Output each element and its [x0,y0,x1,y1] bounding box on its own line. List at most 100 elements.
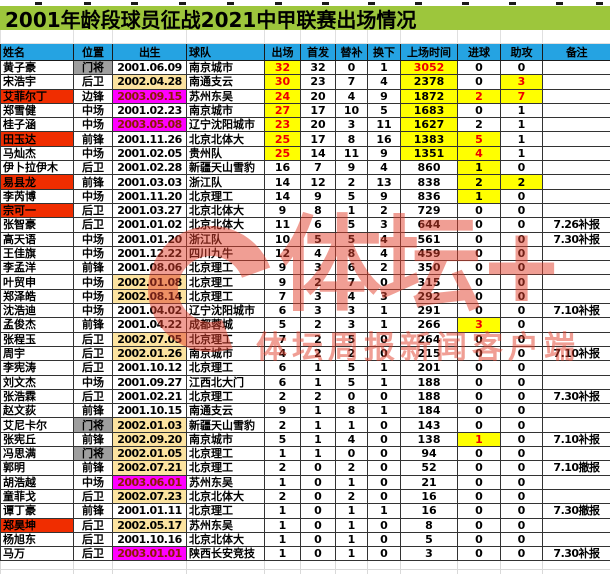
cell-pos[interactable]: 后卫 [73,217,113,233]
cell-sub_in[interactable]: 10 [335,102,368,119]
cell-pos[interactable]: 后卫 [73,388,113,405]
cell-team[interactable]: 北京北体大 [186,202,265,219]
cell-assists[interactable]: 0 [500,303,543,319]
cell-sub_in[interactable]: 0 [335,59,368,76]
cell-goals[interactable]: 3 [457,317,501,333]
cell-apps[interactable]: 27 [264,102,301,119]
cell-sub_in[interactable]: 2 [335,488,368,505]
cell-goals[interactable]: 0 [457,417,501,433]
cell-starts[interactable]: 5 [300,231,336,247]
cell-team[interactable]: 贵州队 [186,145,265,162]
cell-assists[interactable]: 0 [500,360,543,376]
cell-team[interactable]: 南京城市 [186,431,265,448]
cell-sub_out[interactable]: 0 [367,345,401,362]
cell-apps[interactable]: 7 [264,288,301,305]
cell-minutes[interactable]: 138 [400,431,458,448]
cell-goals[interactable]: 0 [457,517,501,533]
cell-apps[interactable]: 11 [264,217,301,233]
cell-team[interactable]: 南通支云 [186,403,265,419]
column-header-team[interactable]: 球队 [186,43,265,61]
cell-minutes[interactable]: 188 [400,374,458,390]
cell-apps[interactable]: 16 [264,160,301,176]
cell-team[interactable]: 浙江队 [186,174,265,190]
cell-minutes[interactable]: 143 [400,417,458,433]
cell-name[interactable]: 郑昊坤 [0,517,74,533]
cell-sub_in[interactable]: 1 [335,546,368,562]
cell-name[interactable]: 张浩霖 [0,388,74,405]
cell-team[interactable]: 北京理工 [186,188,265,204]
column-header-assists[interactable]: 助攻 [500,43,543,61]
cell-team[interactable]: 北京理工 [186,446,265,462]
cell-sub_out[interactable]: 0 [367,546,401,562]
cell-starts[interactable]: 2 [300,274,336,290]
cell-team[interactable]: 北京北体大 [186,217,265,233]
cell-goals[interactable]: 0 [457,460,501,476]
cell-birth[interactable]: 2002.01.05 [112,446,187,462]
cell-goals[interactable]: 2 [457,174,501,190]
cell-apps[interactable]: 30 [264,74,301,90]
cell-birth[interactable]: 2001.11.20 [112,188,187,204]
cell-minutes[interactable]: 215 [400,345,458,362]
cell-pos[interactable]: 中场 [73,102,113,119]
cell-note[interactable] [542,360,610,376]
cell-pos[interactable]: 中场 [73,145,113,162]
cell-birth[interactable]: 2001.02.28 [112,160,187,176]
cell-minutes[interactable]: 2378 [400,74,458,90]
cell-team[interactable]: 南京城市 [186,59,265,76]
cell-note[interactable]: 7.26补报 [542,217,610,233]
cell-minutes[interactable]: 188 [400,388,458,405]
cell-birth[interactable]: 2003.05.08 [112,117,187,133]
cell-note[interactable] [542,145,610,162]
cell-sub_out[interactable]: 0 [367,460,401,476]
cell-sub_in[interactable]: 6 [335,260,368,276]
cell-sub_out[interactable]: 4 [367,245,401,262]
cell-sub_out[interactable]: 3 [367,288,401,305]
cell-name[interactable]: 伊卜拉伊木 [0,160,74,176]
cell-birth[interactable]: 2002.01.26 [112,345,187,362]
cell-assists[interactable]: 0 [500,403,543,419]
cell-apps[interactable]: 1 [264,546,301,562]
cell-goals[interactable]: 0 [457,217,501,233]
cell-sub_out[interactable]: 0 [367,417,401,433]
cell-team[interactable]: 南京城市 [186,345,265,362]
cell-minutes[interactable]: 459 [400,245,458,262]
cell-assists[interactable]: 0 [500,488,543,505]
cell-starts[interactable]: 9 [300,188,336,204]
cell-sub_out[interactable]: 9 [367,88,401,104]
column-header-birth[interactable]: 出生 [112,43,187,61]
cell-apps[interactable]: 14 [264,188,301,204]
cell-pos[interactable]: 中场 [73,288,113,305]
cell-minutes[interactable]: 291 [400,303,458,319]
cell-team[interactable]: 辽宁沈阳城市 [186,117,265,133]
cell-assists[interactable]: 0 [500,231,543,247]
empty-spacer-row[interactable] [0,30,610,44]
cell-starts[interactable]: 6 [300,217,336,233]
cell-pos[interactable]: 后卫 [73,202,113,219]
cell-minutes[interactable]: 16 [400,488,458,505]
cell-note[interactable] [542,260,610,276]
cell-starts[interactable]: 3 [300,303,336,319]
cell-pos[interactable]: 后卫 [73,531,113,548]
cell-pos[interactable]: 中场 [73,245,113,262]
cell-minutes[interactable]: 350 [400,260,458,276]
cell-name[interactable]: 周宇 [0,345,74,362]
cell-note[interactable] [542,403,610,419]
cell-starts[interactable]: 20 [300,88,336,104]
cell-goals[interactable]: 0 [457,245,501,262]
cell-pos[interactable]: 前锋 [73,431,113,448]
cell-name[interactable]: 张宪丘 [0,431,74,448]
cell-sub_in[interactable]: 7 [335,274,368,290]
cell-birth[interactable]: 2001.01.11 [112,503,187,519]
cell-team[interactable]: 浙江队 [186,231,265,247]
cell-team[interactable]: 北京北体大 [186,131,265,147]
cell-name[interactable]: 胡浩越 [0,474,74,490]
cell-team[interactable]: 陕西长安竞技 [186,546,265,562]
cell-starts[interactable]: 2 [300,331,336,347]
cell-note[interactable] [542,331,610,347]
empty-grid-row[interactable] [0,569,610,574]
cell-goals[interactable]: 0 [457,374,501,390]
cell-goals[interactable]: 0 [457,474,501,490]
cell-starts[interactable]: 0 [300,546,336,562]
cell-apps[interactable]: 32 [264,59,301,76]
cell-assists[interactable]: 0 [500,446,543,462]
